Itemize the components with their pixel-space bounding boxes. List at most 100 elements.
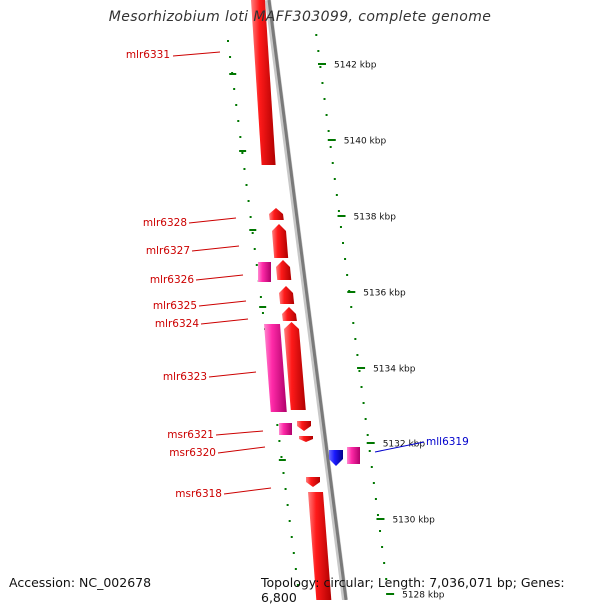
- mlr6324-label[interactable]: mlr6324: [155, 318, 200, 330]
- guide-dot: [385, 578, 388, 580]
- msr6321-gene-glyph[interactable]: [279, 423, 292, 435]
- guide-dot: [360, 386, 363, 388]
- guide-dot: [356, 354, 359, 356]
- guide-dot: [376, 514, 379, 516]
- guide-dot: [381, 546, 384, 548]
- mlr6326-gene-glyph[interactable]: [258, 262, 271, 282]
- mlr6327-gene-glyph[interactable]: [272, 224, 289, 258]
- msr6321-label[interactable]: msr6321: [167, 429, 214, 441]
- guide-dot: [346, 274, 349, 276]
- msr6320-label[interactable]: msr6320: [169, 447, 216, 459]
- mlr6328-gene-glyph[interactable]: [269, 208, 284, 220]
- guide-dot: [235, 104, 238, 106]
- guide-dot: [337, 210, 340, 212]
- guide-dot: [321, 82, 324, 84]
- guide-dot: [259, 296, 262, 298]
- scale-tick: [366, 442, 375, 444]
- backbone: [265, 0, 348, 600]
- guide-dot: [327, 130, 330, 132]
- guide-minor-tick: [259, 306, 267, 308]
- guide-dot: [368, 450, 371, 452]
- scale-tick-label: 5140 kbp: [344, 137, 387, 147]
- mlr6323-leader-line: [208, 371, 257, 378]
- guide-dot: [278, 440, 281, 442]
- guide-dot: [280, 456, 283, 458]
- guide-dot: [354, 338, 357, 340]
- guide-dot: [374, 498, 377, 500]
- mlr6331-gene-glyph[interactable]: [251, 0, 276, 165]
- mlr6325-label[interactable]: mlr6325: [153, 300, 197, 312]
- guide-dot: [296, 584, 299, 586]
- guide-dot: [284, 488, 287, 490]
- scale-tick-label: 5128 kbp: [402, 591, 445, 601]
- scale-tick-label: 5130 kbp: [392, 516, 435, 526]
- guide-dot: [329, 146, 332, 148]
- scale-tick: [327, 139, 336, 141]
- msr6320-gene-glyph[interactable]: [299, 436, 313, 442]
- guide-dot: [317, 50, 320, 52]
- guide-dot: [241, 152, 244, 154]
- guide-dot: [282, 472, 285, 474]
- guide-minor-tick: [278, 459, 286, 461]
- guide-dot: [247, 200, 250, 202]
- guide-dot: [331, 162, 334, 164]
- guide-dot: [245, 184, 248, 186]
- msr6321-gene-glyph[interactable]: [297, 421, 311, 431]
- mlr6326-leader-line: [195, 274, 244, 281]
- guide-minor-tick: [229, 73, 237, 75]
- msr6320-leader-line: [217, 446, 266, 454]
- guide-dot: [294, 568, 297, 570]
- guide-dot: [339, 226, 342, 228]
- guide-dot: [383, 562, 386, 564]
- mlr6327-leader-line: [191, 245, 240, 252]
- guide-dot: [251, 232, 254, 234]
- guide-dot: [261, 312, 264, 314]
- guide-dot: [239, 136, 242, 138]
- mlr6323-label[interactable]: mlr6323: [163, 371, 207, 383]
- msr6318-leader-line: [223, 487, 272, 495]
- guide-dot: [237, 120, 240, 122]
- scale-tick: [347, 291, 356, 293]
- msr6318-gene-glyph[interactable]: [306, 477, 320, 487]
- mlr6331-leader-line: [172, 51, 221, 57]
- guide-dot: [255, 264, 258, 266]
- guide-dot: [233, 88, 236, 90]
- map-title: Mesorhizobium loti MAFF303099, complete …: [108, 9, 492, 25]
- mlr6324-leader-line: [200, 318, 249, 325]
- guide-dot: [319, 66, 322, 68]
- msr6318-gene-glyph[interactable]: [308, 492, 332, 600]
- scale-tick-label: 5136 kbp: [363, 289, 406, 299]
- guide-dot: [342, 242, 345, 244]
- mlr6323-gene-glyph[interactable]: [284, 322, 306, 410]
- mll6319-gene-glyph[interactable]: [347, 447, 360, 464]
- reverse-strand-guide: [227, 40, 299, 586]
- guide-dot: [379, 530, 382, 532]
- guide-minor-tick: [239, 150, 247, 152]
- guide-dot: [362, 402, 365, 404]
- mlr6327-label[interactable]: mlr6327: [146, 245, 190, 257]
- guide-dot: [253, 248, 256, 250]
- guide-dot: [325, 114, 328, 116]
- mlr6331-label[interactable]: mlr6331: [126, 49, 170, 61]
- guide-dot: [335, 194, 338, 196]
- mlr6325-leader-line: [198, 300, 247, 307]
- guide-dot: [276, 424, 279, 426]
- mlr6326-label[interactable]: mlr6326: [150, 274, 195, 286]
- genome-stats: Topology: circular; Length: 7,036,071 bp…: [261, 575, 565, 605]
- guide-dot: [243, 168, 246, 170]
- mll6319-gene-glyph[interactable]: [329, 450, 343, 466]
- scale-tick-label: 5142 kbp: [334, 61, 377, 71]
- mlr6326-gene-glyph[interactable]: [276, 260, 292, 280]
- mlr6324-gene-glyph[interactable]: [282, 307, 297, 321]
- mlr6328-label[interactable]: mlr6328: [143, 217, 187, 229]
- msr6321-leader-line: [215, 430, 264, 436]
- guide-minor-tick: [249, 229, 257, 231]
- mll6319-label[interactable]: mll6319: [426, 436, 469, 448]
- mlr6323-gene-glyph[interactable]: [264, 324, 287, 412]
- scale-axis: 5142 kbp 5140 kbp 5138 kbp 5136 kbp 5134 kbp…: [318, 61, 445, 601]
- mlr6325-gene-glyph[interactable]: [279, 286, 295, 304]
- scale-tick-label: 5138 kbp: [354, 213, 397, 223]
- guide-dot: [249, 216, 252, 218]
- msr6318-label[interactable]: msr6318: [175, 488, 222, 500]
